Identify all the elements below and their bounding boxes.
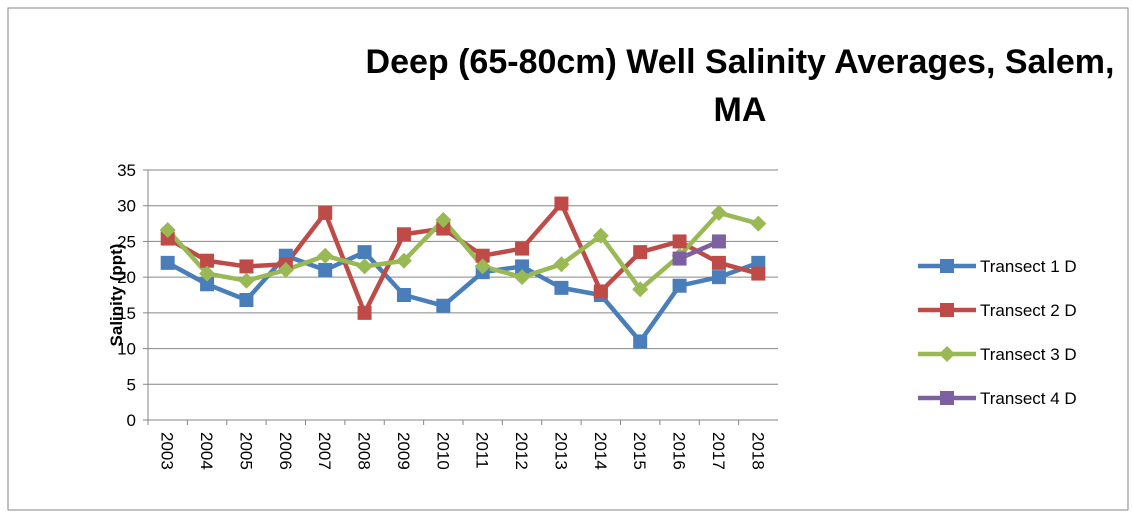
x-tick-label: 2018 [748,432,767,470]
data-point [200,253,215,268]
legend-marker [940,259,954,273]
data-point [554,280,569,295]
x-tick-label: 2004 [197,432,216,470]
y-tick-label: 35 [117,161,136,180]
data-point [160,231,175,246]
data-point [751,255,766,270]
data-point [200,277,215,292]
legend-marker [939,346,955,362]
x-tick-label: 2012 [512,432,531,470]
y-tick-label: 5 [127,375,136,394]
x-tick-label: 2008 [355,432,374,470]
y-tick-label: 10 [117,340,136,359]
x-tick-label: 2015 [630,432,649,470]
data-point [357,305,372,320]
data-point [396,288,411,302]
x-tick-label: 2011 [473,432,492,469]
data-point [751,266,766,281]
x-tick-label: 2003 [158,432,177,470]
data-point [633,245,648,260]
legend-label: Transect 1 D [980,257,1077,276]
data-point [436,221,451,236]
y-tick-label: 20 [117,268,136,287]
y-tick-label: 30 [117,197,136,216]
data-point [239,293,254,307]
y-axis-label: Salinity (ppt) [107,244,126,347]
legend-label: Transect 4 D [980,389,1077,408]
legend-label: Transect 2 D [980,301,1077,320]
data-point [750,215,767,232]
data-point [436,298,451,313]
data-point [554,196,569,211]
x-tick-label: 2010 [433,432,452,470]
data-point [592,227,609,244]
x-tick-label: 2007 [315,432,334,470]
data-point [515,259,530,274]
data-point [395,252,412,269]
data-point [356,258,373,275]
data-point [672,278,687,293]
legend-marker [940,391,954,405]
x-tick-label: 2006 [276,432,295,470]
data-point [318,263,333,277]
x-tick-label: 2016 [670,432,689,470]
data-point [475,248,490,263]
data-point [672,234,687,249]
data-point [160,255,175,270]
data-point [711,234,726,249]
data-point [711,255,726,270]
x-tick-label: 2009 [394,432,413,470]
data-point [159,222,176,238]
y-tick-label: 25 [117,232,136,251]
x-tick-label: 2013 [551,432,570,470]
series-line [166,249,760,344]
data-point [593,284,608,299]
y-tick-label: 0 [127,411,136,430]
data-point [633,334,648,349]
y-tick-label: 15 [117,304,136,323]
data-point [277,262,294,278]
chart-title: Deep (65-80cm) Well Salinity Averages, S… [365,43,1115,129]
data-point [474,258,491,275]
data-point [632,281,649,298]
data-point [710,204,727,221]
data-point [357,245,372,260]
data-point [239,259,254,274]
data-point [553,256,570,273]
data-point [317,247,334,264]
data-point [318,205,333,220]
data-point [396,227,411,242]
x-tick-label: 2017 [709,432,728,470]
data-point [435,212,452,228]
data-point [238,272,255,289]
x-tick-label: 2014 [591,432,610,470]
data-point [672,251,687,266]
data-point [199,265,216,282]
legend-label: Transect 3 D [980,345,1077,364]
data-point [711,270,726,285]
data-point [515,241,530,256]
x-tick-label: 2005 [236,432,255,470]
series-line [166,210,759,292]
chart-border [7,7,1129,511]
data-point [514,269,531,286]
legend-marker [940,303,954,317]
